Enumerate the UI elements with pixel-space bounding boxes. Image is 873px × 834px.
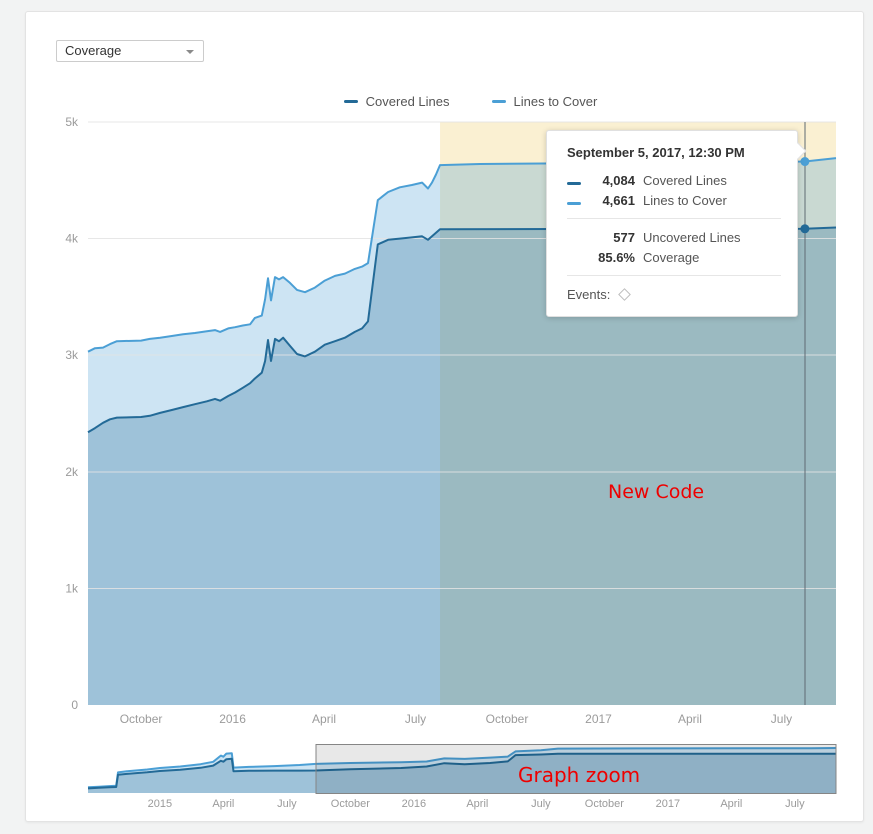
metric-select-value: Coverage [65, 43, 122, 58]
tooltip-coverage-value: 85.6% [598, 249, 635, 265]
event-diamond-icon [618, 287, 632, 301]
tooltip-events-row: Events: [567, 284, 781, 304]
x-axis-tick-label: April [678, 712, 702, 726]
x-axis-tick-label: April [312, 712, 336, 726]
tooltip-row-uncovered: 577 Uncovered Lines [567, 227, 781, 247]
legend-label-covered-lines: Covered Lines [365, 94, 450, 109]
x-axis-tick-label: October [120, 712, 163, 726]
covered-lines-line-mini [87, 752, 837, 790]
mini-x-axis-tick-label: July [785, 798, 805, 810]
mini-x-axis-tick-label: April [212, 798, 234, 810]
tooltip-date: September 5, 2017, 12:30 PM [567, 145, 745, 160]
tooltip-row-covered: 4,084 Covered Lines [567, 170, 781, 190]
y-axis-tick-label: 4k [65, 232, 79, 246]
x-axis-tick-label: July [405, 712, 426, 726]
tooltip-to-cover-value: 4,661 [602, 192, 635, 208]
tooltip-row-to-cover: 4,661 Lines to Cover [567, 190, 781, 210]
legend-item-covered-lines: Covered Lines [343, 94, 450, 109]
x-axis-tick-label: October [486, 712, 529, 726]
mini-x-axis-tick-label: July [277, 798, 297, 810]
metric-select-dropdown[interactable]: Coverage [56, 40, 204, 62]
y-axis-tick-label: 2k [65, 465, 79, 479]
annotation-new-code: New Code [608, 481, 705, 503]
covered-lines-swatch [567, 181, 581, 185]
lines-to-cover-line [87, 157, 837, 353]
chevron-down-icon [186, 50, 194, 54]
x-axis-tick-label: 2016 [219, 712, 246, 726]
annotation-graph-zoom: Graph zoom [518, 763, 641, 787]
tooltip-covered-label: Covered Lines [643, 172, 727, 188]
y-axis-tick-label: 5k [65, 115, 79, 129]
mini-x-axis-tick-label: 2015 [148, 798, 172, 810]
chart-legend: Covered Lines Lines to Cover [51, 94, 873, 109]
covered-lines-area [88, 227, 836, 705]
mini-x-axis-tick-label: October [585, 798, 624, 810]
tooltip-events-label: Events: [567, 286, 611, 302]
covered-lines-area-mini [88, 753, 836, 793]
tooltip-to-cover-label: Lines to Cover [643, 192, 727, 208]
tooltip-uncovered-value: 577 [613, 229, 635, 245]
mini-x-axis-tick-label: April [466, 798, 488, 810]
x-axis-tick-label: 2017 [585, 712, 612, 726]
legend-item-lines-to-cover: Lines to Cover [491, 94, 598, 109]
mini-x-axis-tick-label: 2017 [656, 798, 680, 810]
tooltip-uncovered-label: Uncovered Lines [643, 229, 741, 245]
tooltip-divider [567, 218, 781, 219]
tooltip-covered-value: 4,084 [602, 172, 635, 188]
lines-to-cover-swatch [567, 201, 581, 205]
x-axis-tick-label: July [771, 712, 792, 726]
tooltip-coverage-label: Coverage [643, 249, 700, 265]
mini-x-axis-tick-label: 2016 [402, 798, 426, 810]
chart-tooltip: September 5, 2017, 12:30 PM 4,084 Covere… [546, 130, 807, 317]
tooltip-divider [567, 275, 781, 276]
lines-to-cover-line-mini [87, 747, 837, 789]
lines-to-cover-swatch [491, 100, 506, 103]
covered-lines-line [87, 226, 837, 434]
mini-x-axis-tick-label: July [531, 798, 551, 810]
graph-zoom-chart[interactable]: 2015 April July October 2016 April July October… [0, 735, 873, 820]
mini-x-axis-tick-label: April [720, 798, 742, 810]
tooltip-row-coverage: 85.6% Coverage [567, 247, 781, 267]
covered-lines-hover-dot [800, 224, 810, 234]
graph-zoom-brush[interactable] [315, 744, 837, 794]
lines-to-cover-area-mini [88, 748, 836, 793]
covered-lines-swatch [343, 100, 358, 103]
lines-to-cover-hover-dot [800, 157, 810, 167]
y-axis-tick-label: 0 [71, 698, 78, 712]
y-axis-tick-label: 3k [65, 348, 79, 362]
mini-x-axis-tick-label: October [331, 798, 370, 810]
main-chart[interactable]: 0 1k 2k 3k 4k 5k October 2016 April July October 20… [0, 100, 873, 740]
legend-label-lines-to-cover: Lines to Cover [513, 94, 598, 109]
y-axis-tick-label: 1k [65, 581, 79, 595]
